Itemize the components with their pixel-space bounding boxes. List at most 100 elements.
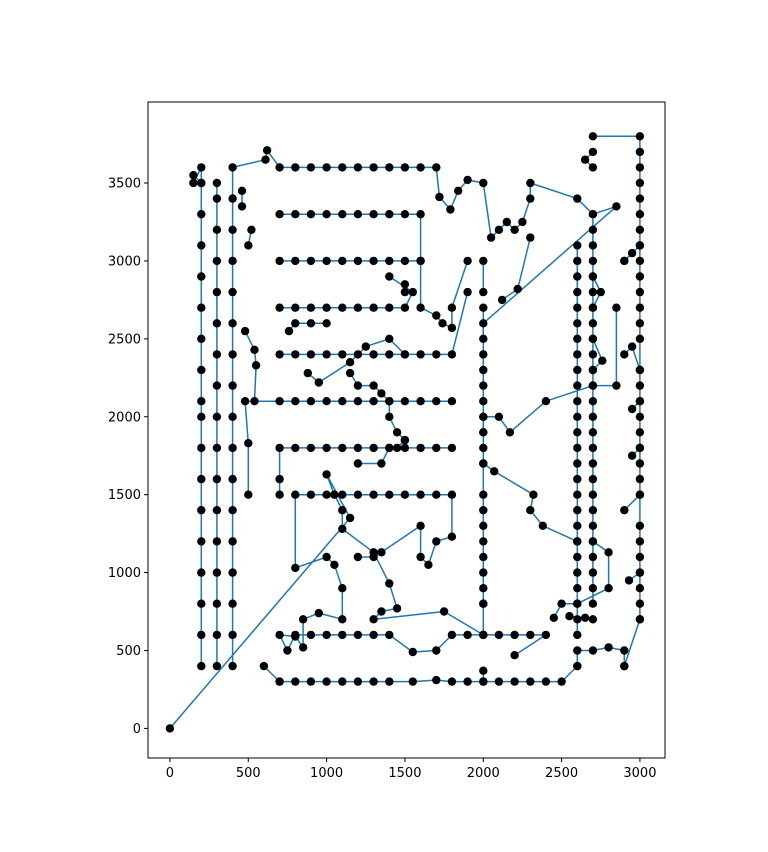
data-point	[635, 194, 645, 203]
data-point	[541, 630, 551, 640]
data-point	[400, 210, 410, 219]
data-point	[620, 506, 629, 515]
data-point	[588, 428, 598, 437]
data-point	[392, 443, 402, 453]
data-point	[306, 677, 316, 686]
data-point	[447, 490, 457, 499]
data-point	[463, 287, 472, 297]
data-point	[400, 443, 410, 453]
data-point	[432, 163, 441, 172]
data-point	[526, 194, 535, 203]
data-point	[454, 186, 463, 195]
data-point	[635, 459, 645, 468]
data-point	[541, 397, 551, 406]
data-point	[620, 256, 629, 266]
data-point	[573, 490, 582, 499]
data-point	[212, 661, 222, 671]
data-point	[479, 537, 488, 546]
data-point	[353, 490, 363, 499]
data-point	[573, 537, 582, 546]
data-point	[479, 666, 488, 675]
data-point	[322, 397, 331, 406]
data-point	[322, 630, 331, 640]
data-point	[526, 506, 535, 515]
data-point	[635, 381, 645, 390]
data-point	[416, 303, 425, 312]
data-point	[588, 381, 598, 390]
data-point	[635, 287, 645, 297]
data-point	[588, 552, 598, 562]
y-tick-label: 2000	[108, 410, 141, 425]
data-point	[291, 303, 300, 312]
data-point	[338, 397, 347, 406]
data-point	[275, 350, 284, 359]
data-point	[306, 397, 316, 406]
data-point	[416, 490, 425, 499]
data-point	[338, 163, 347, 172]
data-point	[212, 506, 222, 515]
data-point	[447, 630, 457, 640]
data-point	[228, 412, 237, 421]
data-point	[416, 350, 425, 359]
data-point	[251, 361, 261, 370]
data-point	[240, 326, 250, 336]
data-point	[275, 677, 284, 686]
data-point	[284, 326, 294, 336]
data-point	[510, 677, 519, 686]
data-point	[588, 397, 598, 406]
data-point	[635, 443, 645, 453]
data-point	[369, 630, 378, 640]
data-point	[635, 568, 645, 577]
data-point	[557, 599, 566, 608]
x-tick-label: 1000	[310, 766, 343, 781]
data-point	[510, 651, 519, 660]
data-point	[197, 334, 206, 343]
data-point	[237, 186, 247, 195]
data-point	[588, 256, 598, 266]
data-point	[573, 474, 582, 484]
data-point	[447, 303, 457, 312]
data-point	[197, 365, 206, 375]
data-point	[416, 552, 425, 562]
data-point	[624, 576, 634, 585]
data-point	[635, 428, 645, 437]
data-point	[627, 404, 637, 414]
data-point	[573, 365, 582, 375]
x-tick-label: 2000	[467, 766, 500, 781]
data-point	[612, 381, 621, 390]
data-point	[580, 613, 590, 622]
y-tick-label: 1000	[108, 566, 141, 581]
data-point	[322, 490, 331, 499]
data-point	[635, 163, 645, 172]
data-point	[588, 412, 598, 421]
data-point	[247, 225, 256, 234]
data-point	[416, 163, 425, 172]
data-point	[298, 643, 308, 652]
data-point	[392, 604, 402, 613]
data-point	[573, 194, 582, 203]
data-point	[604, 643, 613, 652]
data-point	[197, 210, 206, 219]
data-point	[635, 584, 645, 593]
y-axis: 0 500 1000 1500 2000 2500 3000 3500	[108, 177, 148, 737]
data-point	[369, 490, 378, 499]
data-point	[228, 537, 237, 546]
data-point	[377, 548, 386, 557]
y-tick-label: 500	[116, 644, 141, 659]
data-point	[212, 630, 222, 640]
data-point	[588, 303, 598, 312]
data-point	[197, 506, 206, 515]
data-point	[479, 630, 488, 640]
data-point	[432, 675, 441, 685]
data-point	[353, 256, 363, 266]
data-point	[291, 677, 300, 686]
data-point	[490, 467, 499, 476]
data-point	[275, 630, 284, 640]
data-point	[479, 287, 488, 297]
data-point	[573, 521, 582, 530]
data-point	[275, 210, 284, 219]
data-point	[228, 350, 237, 359]
data-point	[385, 677, 394, 686]
data-point	[262, 146, 272, 155]
